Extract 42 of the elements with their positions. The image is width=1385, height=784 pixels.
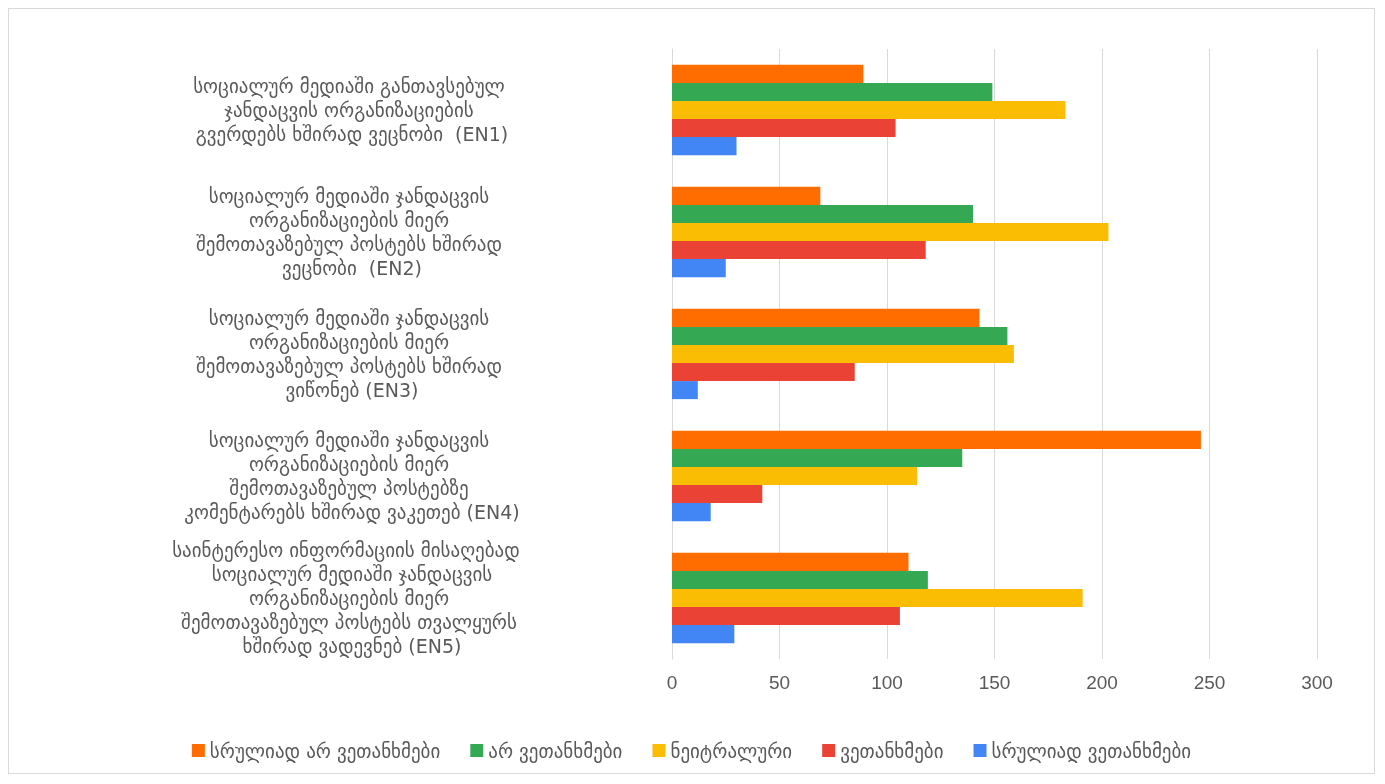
legend-label: ნეიტრალური (670, 739, 793, 763)
x-tick-label: 0 (666, 672, 678, 693)
bar (672, 204, 973, 223)
bar (672, 588, 1083, 608)
bar (672, 326, 1008, 345)
bar (672, 64, 864, 83)
bar (672, 607, 900, 626)
bar (672, 308, 980, 327)
bar (672, 186, 821, 205)
bar (672, 625, 735, 644)
x-tick-label: 50 (768, 672, 791, 693)
x-tick-label: 250 (1193, 672, 1226, 693)
bar (672, 137, 737, 156)
bar (672, 503, 711, 522)
bar (672, 119, 896, 138)
bar (672, 448, 963, 467)
bar (672, 485, 763, 504)
bar (672, 344, 1014, 364)
bar (672, 222, 1109, 242)
y-tick-label: სოციალურ მედიაში ჯანდაცვის ორგანიზაციების მიერ შემოთავაზებულ პოსტებს ხშირად ვეცნობი (EN2) (195, 185, 509, 280)
y-tick-label: სოციალურ მედიაში ჯანდაცვის ორგანიზაციების მიერ შემოთავაზებულ პოსტებზე კომენტარებს ხშირად ვაკეთებ (EN4) (184, 429, 520, 524)
legend-label: ვეთანხმები (840, 739, 944, 763)
y-tick-label: სოციალურ მედიაში ჯანდაცვის ორგანიზაციების მიერ შემოთავაზებულ პოსტებს ხშირად ვიწონებ (EN3) (195, 307, 509, 402)
x-tick-label: 300 (1301, 672, 1333, 693)
y-tick-label: საინტერესო ინფორმაციის მისაღებად სოციალურ მედიაში ჯანდაცვის ორგანიზაციების მიერ შემოთავაზებულ პოსტებს თვალყურს ხშირად ვადევნებ (EN5) (172, 539, 532, 658)
bar (672, 466, 918, 486)
bar (672, 100, 1066, 120)
legend-label: სრულიად არ ვეთანხმები (209, 739, 441, 763)
legend-label: სრულიად ვეთანხმები (991, 739, 1192, 763)
bar (672, 363, 855, 382)
bar (672, 381, 698, 400)
bar (672, 259, 726, 278)
bar (672, 241, 926, 260)
x-tick-label: 200 (1086, 672, 1118, 693)
legend-label: არ ვეთანხმები (488, 739, 623, 763)
x-tick-label: 150 (978, 672, 1011, 693)
y-tick-label: სოციალურ მედიაში განთავსებულ ჯანდაცვის ორგანიზაციების გვერდებს ხშირად ვეცნობი (EN1) (193, 75, 511, 146)
bar (672, 552, 909, 571)
bar (672, 430, 1201, 449)
x-tick-label: 100 (871, 672, 903, 693)
bar (672, 82, 993, 101)
bar (672, 570, 928, 589)
